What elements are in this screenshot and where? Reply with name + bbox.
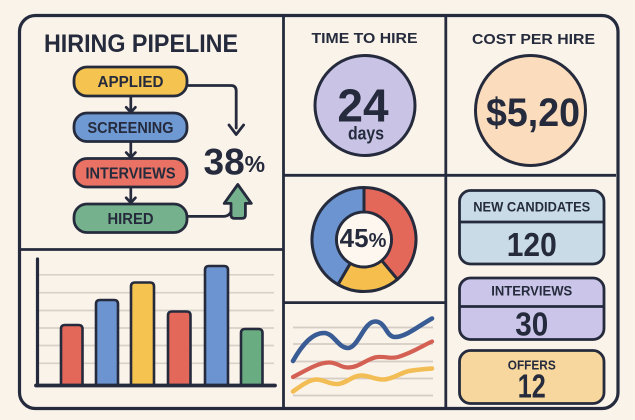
svg-text:days: days	[348, 124, 384, 144]
svg-text:COST PER HIRE: COST PER HIRE	[472, 31, 595, 48]
svg-text:INTERVIEWS: INTERVIEWS	[491, 284, 572, 299]
svg-text:30: 30	[515, 307, 548, 344]
svg-text:12: 12	[518, 369, 546, 406]
svg-text:24: 24	[337, 80, 389, 132]
svg-text:HIRED: HIRED	[108, 211, 154, 228]
svg-text:38%: 38%	[204, 142, 266, 183]
svg-text:120: 120	[507, 227, 557, 264]
svg-text:NEW CANDIDATES: NEW CANDIDATES	[473, 200, 590, 215]
svg-text:INTERVIEWS: INTERVIEWS	[86, 165, 176, 182]
svg-text:45%: 45%	[340, 223, 387, 253]
svg-text:SCREENING: SCREENING	[88, 120, 174, 137]
svg-text:OFFERS: OFFERS	[508, 358, 556, 373]
svg-text:HIRING PIPELINE: HIRING PIPELINE	[44, 31, 238, 58]
svg-text:APPLIED: APPLIED	[98, 74, 164, 91]
svg-text:$5,20: $5,20	[486, 91, 580, 135]
svg-text:TIME TO HIRE: TIME TO HIRE	[312, 31, 418, 47]
